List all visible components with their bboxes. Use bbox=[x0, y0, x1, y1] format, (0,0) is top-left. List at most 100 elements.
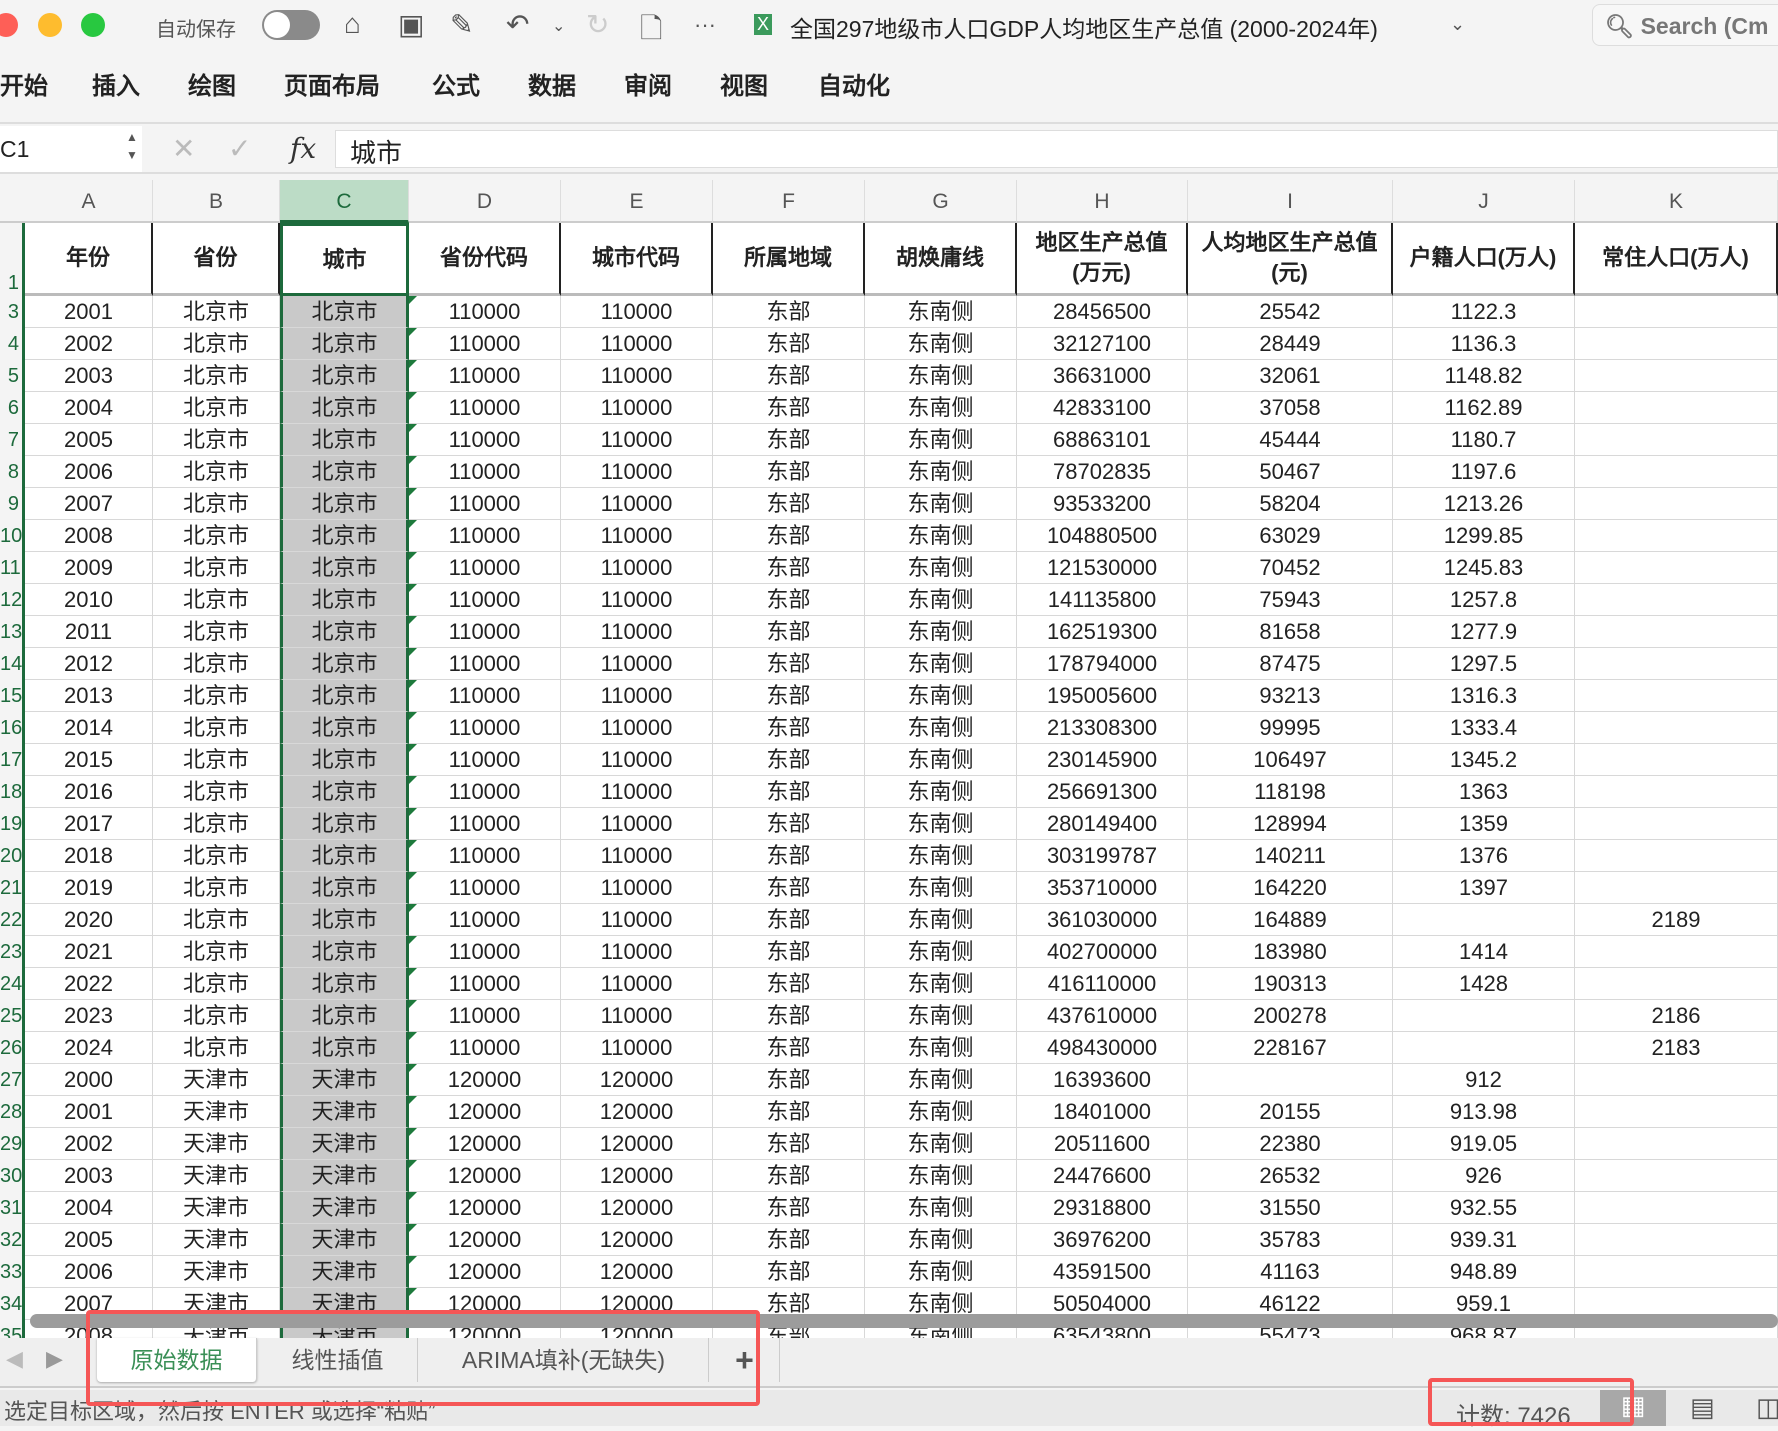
table-cell[interactable]: 2005 bbox=[25, 1224, 153, 1256]
column-header-j[interactable]: J bbox=[1393, 180, 1575, 223]
table-cell[interactable]: 东南侧 bbox=[865, 808, 1017, 840]
table-cell[interactable] bbox=[1575, 456, 1778, 488]
table-cell[interactable]: 110000 bbox=[561, 968, 713, 1000]
table-cell[interactable]: 912 bbox=[1393, 1064, 1575, 1096]
table-cell[interactable]: 110000 bbox=[409, 648, 561, 680]
table-cell[interactable]: 东部 bbox=[713, 424, 865, 456]
ribbon-tab[interactable]: 页面布局 bbox=[284, 73, 380, 100]
table-cell[interactable]: 2007 bbox=[25, 488, 153, 520]
table-cell[interactable]: 110000 bbox=[409, 328, 561, 360]
row-header[interactable]: 19 bbox=[0, 808, 25, 840]
table-cell[interactable] bbox=[1575, 712, 1778, 744]
row-header[interactable]: 4 bbox=[0, 328, 25, 360]
column-header-k[interactable]: K bbox=[1575, 180, 1778, 223]
table-cell[interactable]: 东部 bbox=[713, 904, 865, 936]
table-cell[interactable]: 东南侧 bbox=[865, 488, 1017, 520]
table-cell[interactable]: 110000 bbox=[561, 296, 713, 328]
header-cell[interactable]: 省份 bbox=[153, 223, 280, 296]
table-cell[interactable]: 498430000 bbox=[1017, 1032, 1188, 1064]
table-cell[interactable]: 110000 bbox=[561, 712, 713, 744]
header-cell[interactable]: 省份代码 bbox=[409, 223, 561, 296]
table-cell[interactable]: 18401000 bbox=[1017, 1096, 1188, 1128]
table-cell[interactable]: 70452 bbox=[1188, 552, 1393, 584]
table-cell[interactable]: 437610000 bbox=[1017, 1000, 1188, 1032]
table-cell[interactable]: 110000 bbox=[561, 744, 713, 776]
row-header[interactable]: 8 bbox=[0, 456, 25, 488]
table-cell[interactable]: 北京市 bbox=[280, 968, 409, 1000]
table-cell[interactable]: 110000 bbox=[409, 616, 561, 648]
table-cell[interactable]: 25542 bbox=[1188, 296, 1393, 328]
table-cell[interactable]: 280149400 bbox=[1017, 808, 1188, 840]
table-cell[interactable]: 2021 bbox=[25, 936, 153, 968]
prev-sheet-icon[interactable]: ◀ bbox=[6, 1346, 23, 1371]
table-cell[interactable]: 28449 bbox=[1188, 328, 1393, 360]
table-cell[interactable]: 北京市 bbox=[280, 328, 409, 360]
table-cell[interactable]: 36976200 bbox=[1017, 1224, 1188, 1256]
table-cell[interactable]: 120000 bbox=[561, 1256, 713, 1288]
table-cell[interactable]: 北京市 bbox=[153, 680, 280, 712]
table-cell[interactable]: 120000 bbox=[409, 1256, 561, 1288]
table-cell[interactable]: 110000 bbox=[409, 1000, 561, 1032]
table-cell[interactable] bbox=[1575, 1224, 1778, 1256]
table-cell[interactable]: 913.98 bbox=[1393, 1096, 1575, 1128]
table-cell[interactable]: 2009 bbox=[25, 552, 153, 584]
row-header[interactable]: 9 bbox=[0, 488, 25, 520]
table-cell[interactable]: 东南侧 bbox=[865, 1064, 1017, 1096]
table-cell[interactable] bbox=[1575, 808, 1778, 840]
table-cell[interactable]: 北京市 bbox=[153, 552, 280, 584]
table-cell[interactable]: 110000 bbox=[561, 520, 713, 552]
table-cell[interactable]: 110000 bbox=[409, 552, 561, 584]
table-cell[interactable]: 北京市 bbox=[153, 392, 280, 424]
table-cell[interactable]: 1428 bbox=[1393, 968, 1575, 1000]
table-cell[interactable]: 36631000 bbox=[1017, 360, 1188, 392]
table-cell[interactable]: 2011 bbox=[25, 616, 153, 648]
table-cell[interactable]: 78702835 bbox=[1017, 456, 1188, 488]
table-cell[interactable]: 2004 bbox=[25, 392, 153, 424]
table-cell[interactable]: 北京市 bbox=[280, 648, 409, 680]
table-cell[interactable]: 1345.2 bbox=[1393, 744, 1575, 776]
table-cell[interactable]: 228167 bbox=[1188, 1032, 1393, 1064]
table-cell[interactable] bbox=[1575, 840, 1778, 872]
save-icon[interactable]: ▣ bbox=[398, 9, 425, 40]
header-cell[interactable]: 常住人口(万人) bbox=[1575, 223, 1778, 296]
column-header-d[interactable]: D bbox=[409, 180, 561, 223]
table-cell[interactable]: 东南侧 bbox=[865, 456, 1017, 488]
table-cell[interactable]: 东南侧 bbox=[865, 648, 1017, 680]
header-cell[interactable]: 城市代码 bbox=[561, 223, 713, 296]
table-cell[interactable]: 2006 bbox=[25, 456, 153, 488]
table-cell[interactable]: 东南侧 bbox=[865, 1256, 1017, 1288]
table-cell[interactable]: 东部 bbox=[713, 392, 865, 424]
row-header[interactable]: 32 bbox=[0, 1224, 25, 1256]
table-cell[interactable]: 230145900 bbox=[1017, 744, 1188, 776]
table-cell[interactable]: 110000 bbox=[561, 584, 713, 616]
table-cell[interactable]: 东部 bbox=[713, 552, 865, 584]
table-cell[interactable]: 2003 bbox=[25, 1160, 153, 1192]
table-cell[interactable]: 41163 bbox=[1188, 1256, 1393, 1288]
table-cell[interactable]: 37058 bbox=[1188, 392, 1393, 424]
table-cell[interactable]: 北京市 bbox=[153, 1000, 280, 1032]
table-cell[interactable]: 45444 bbox=[1188, 424, 1393, 456]
table-cell[interactable]: 北京市 bbox=[280, 808, 409, 840]
table-cell[interactable]: 110000 bbox=[561, 648, 713, 680]
table-cell[interactable]: 2013 bbox=[25, 680, 153, 712]
table-cell[interactable]: 东部 bbox=[713, 712, 865, 744]
next-sheet-icon[interactable]: ▶ bbox=[46, 1346, 63, 1371]
table-cell[interactable]: 2003 bbox=[25, 360, 153, 392]
table-cell[interactable]: 141135800 bbox=[1017, 584, 1188, 616]
table-cell[interactable]: 东南侧 bbox=[865, 360, 1017, 392]
row-header[interactable]: 29 bbox=[0, 1128, 25, 1160]
column-header-f[interactable]: F bbox=[713, 180, 865, 223]
table-cell[interactable]: 110000 bbox=[409, 392, 561, 424]
save-as-icon[interactable]: ✎ bbox=[450, 9, 474, 40]
table-cell[interactable] bbox=[1575, 328, 1778, 360]
table-cell[interactable]: 118198 bbox=[1188, 776, 1393, 808]
undo-dropdown-icon[interactable]: ⌄ bbox=[552, 18, 566, 35]
table-cell[interactable]: 2012 bbox=[25, 648, 153, 680]
table-cell[interactable]: 东部 bbox=[713, 968, 865, 1000]
table-cell[interactable]: 26532 bbox=[1188, 1160, 1393, 1192]
sheet-tab-raw-data[interactable]: 原始数据 bbox=[97, 1338, 257, 1382]
table-cell[interactable]: 东部 bbox=[713, 360, 865, 392]
table-cell[interactable]: 东南侧 bbox=[865, 1000, 1017, 1032]
table-cell[interactable]: 北京市 bbox=[153, 360, 280, 392]
row-header[interactable]: 26 bbox=[0, 1032, 25, 1064]
